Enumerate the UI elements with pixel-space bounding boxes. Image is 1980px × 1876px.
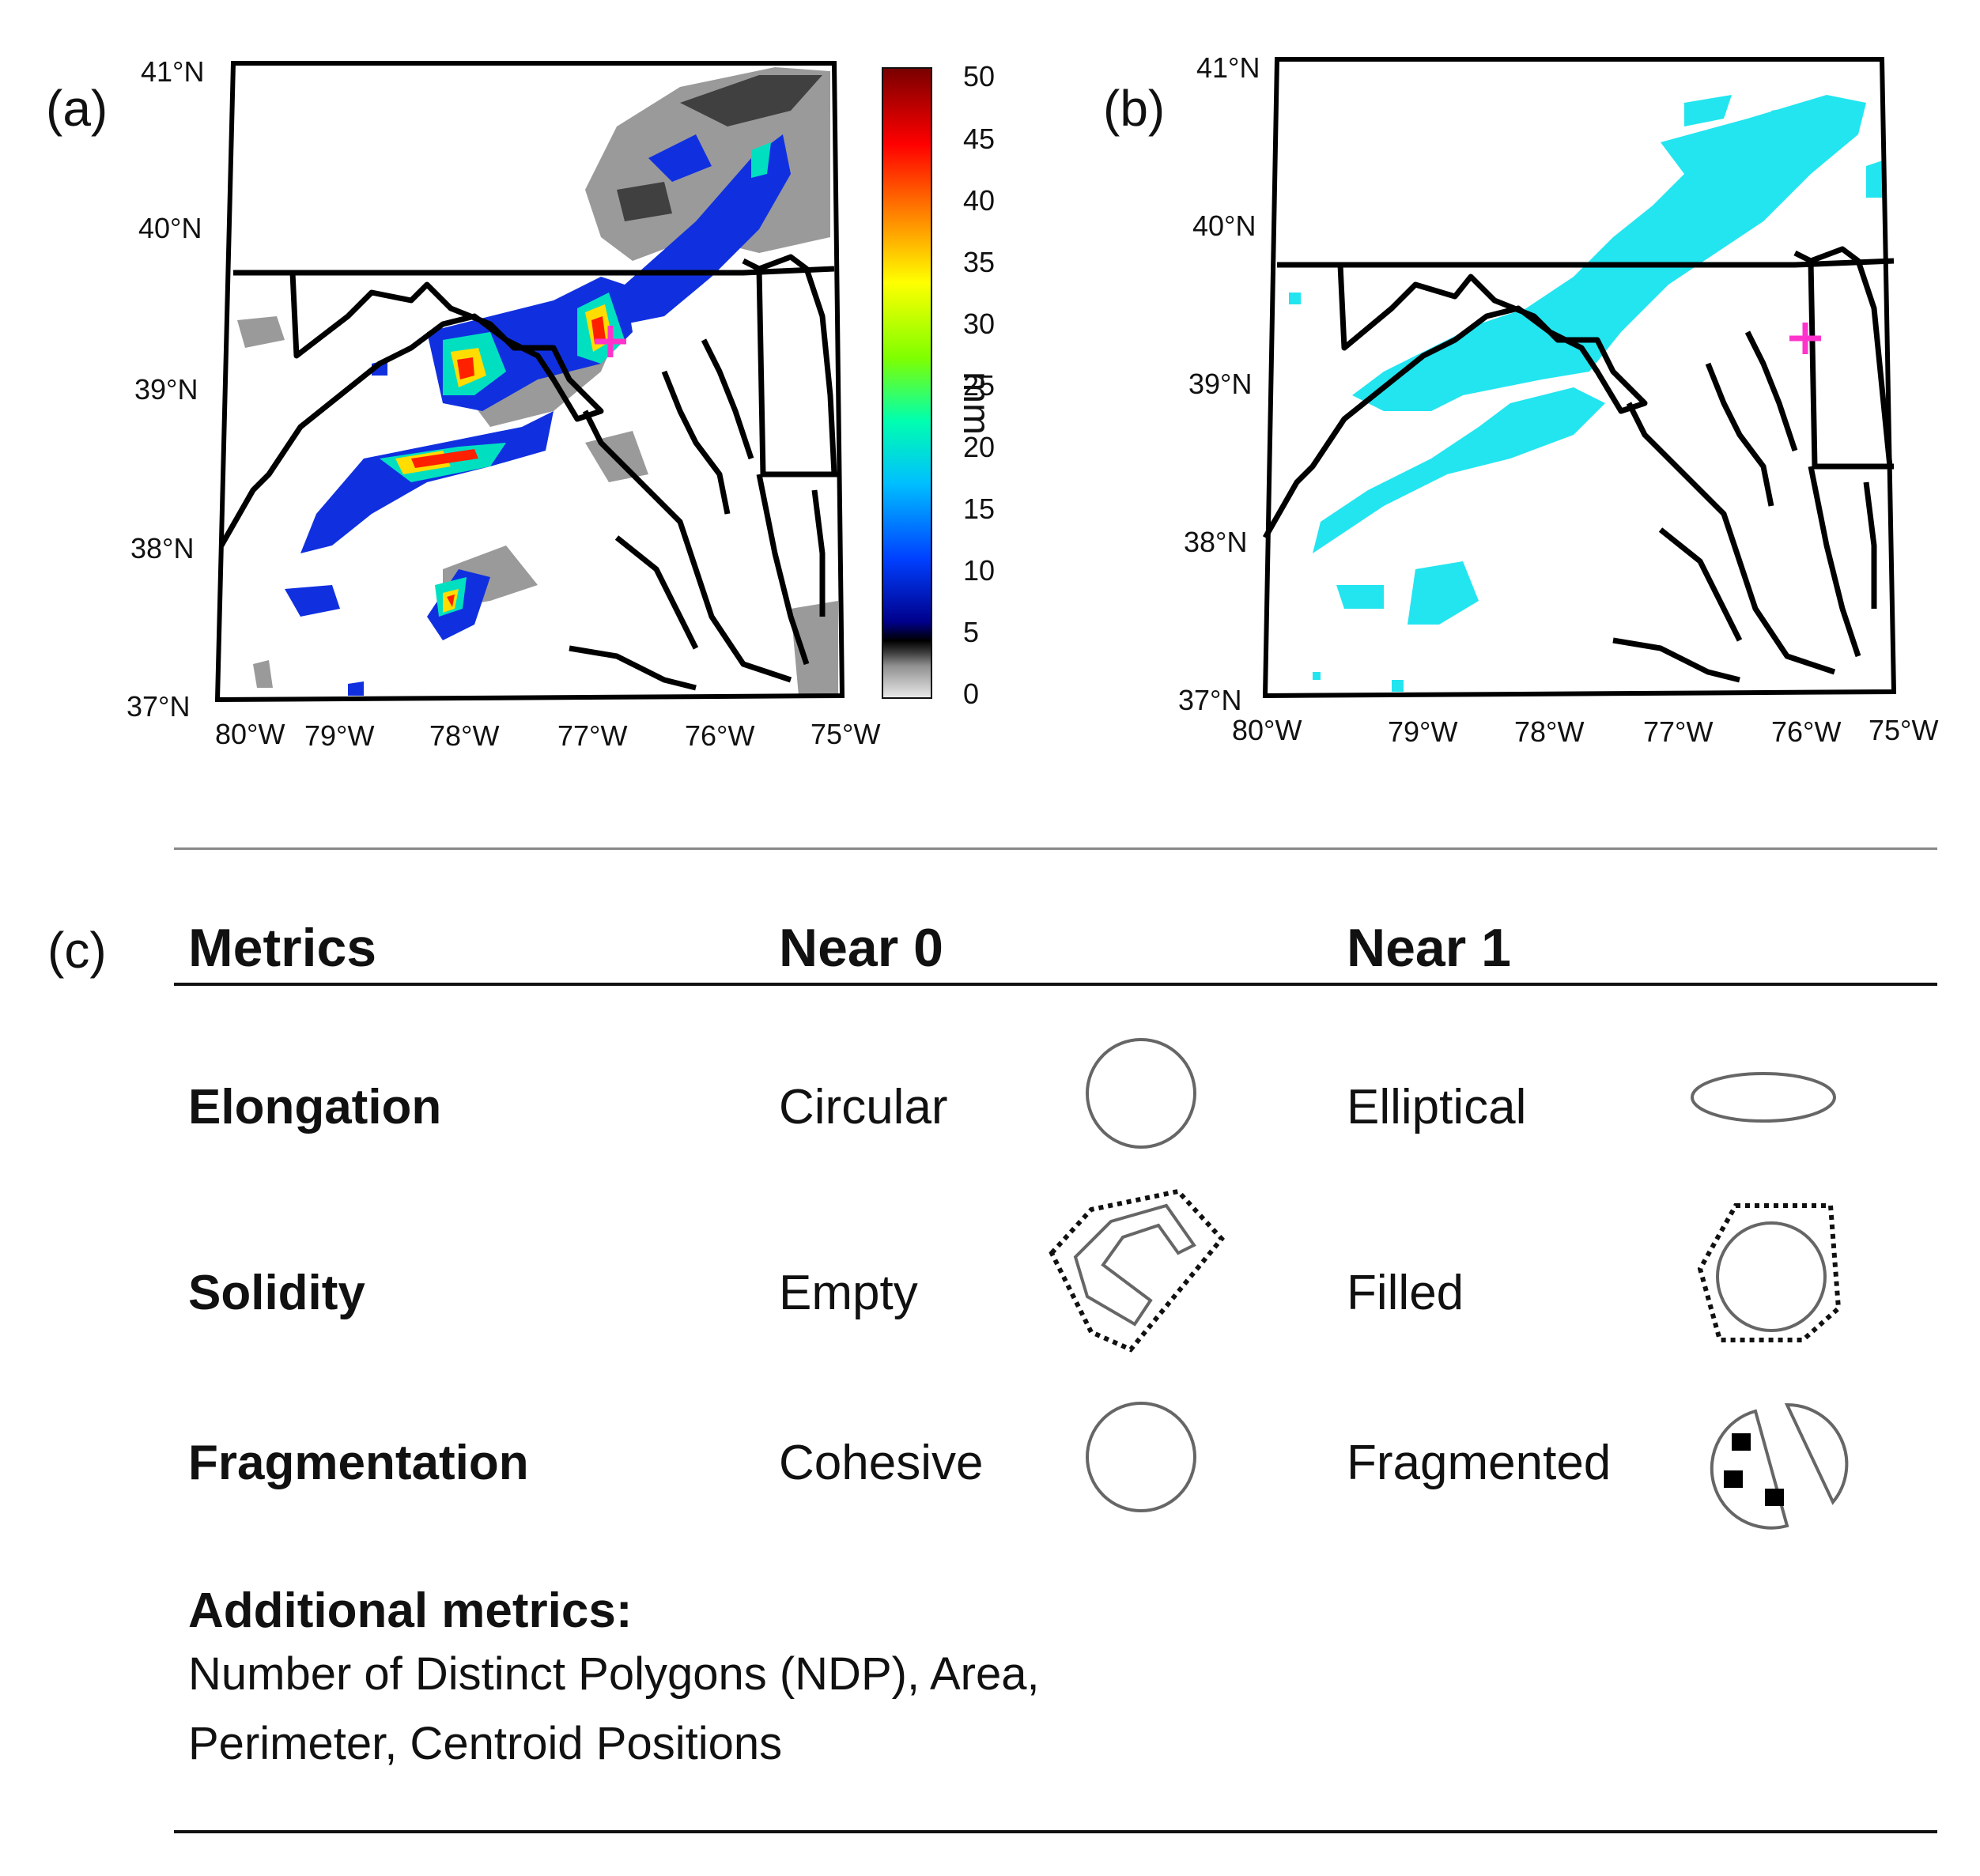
lon-tick: 80°W	[215, 718, 285, 750]
circle-icon	[1086, 1038, 1196, 1149]
additional-metrics-line: Number of Distinct Polygons (NDP), Area,	[188, 1648, 1040, 1700]
metric-name: Elongation	[188, 1080, 442, 1134]
colorbar	[882, 67, 932, 699]
metric-name: Solidity	[188, 1266, 365, 1320]
colorbar-tick: 10	[963, 554, 996, 587]
panel-a-label: (a)	[46, 80, 108, 137]
colorbar-tick: 15	[963, 493, 996, 525]
state-boundaries	[1262, 246, 1895, 683]
colorbar-tick: 30	[963, 308, 996, 340]
lon-tick: 76°W	[1771, 715, 1842, 748]
section-divider	[174, 847, 1937, 850]
lon-tick: 78°W	[429, 719, 500, 752]
colorbar-tick: 20	[963, 431, 996, 463]
colorbar-tick: 35	[963, 246, 996, 278]
filled-shape-convex-hull-icon	[1697, 1203, 1842, 1342]
target-cross-marker	[1789, 323, 1821, 354]
header-metrics: Metrics	[188, 918, 377, 978]
near-0-description: Circular	[779, 1080, 948, 1134]
panel-c-label: (c)	[47, 922, 107, 979]
panel-b-map	[1262, 57, 1897, 699]
panel-a-map	[214, 61, 845, 703]
lat-tick: 38°N	[1184, 526, 1248, 558]
lat-tick: 39°N	[134, 373, 198, 406]
panel-b-label: (b)	[1103, 80, 1166, 137]
lon-tick: 77°W	[557, 719, 628, 752]
lat-tick: 41°N	[1196, 51, 1260, 84]
additional-metrics-line: Perimeter, Centroid Positions	[188, 1718, 783, 1769]
colorbar-tick: 40	[963, 184, 996, 217]
header-near-1: Near 1	[1347, 918, 1511, 978]
map-frame	[214, 61, 845, 703]
header-near-0: Near 0	[779, 918, 943, 978]
lon-tick: 79°W	[1388, 715, 1458, 748]
precip-mask-shading	[1289, 95, 1890, 692]
near-1-description: Elliptical	[1347, 1080, 1527, 1134]
state-boundaries	[218, 254, 838, 691]
colorbar-tick: 50	[963, 60, 996, 92]
lon-tick: 77°W	[1643, 715, 1714, 748]
lat-tick: 41°N	[141, 55, 205, 88]
lon-tick: 78°W	[1514, 715, 1585, 748]
lat-tick: 37°N	[1178, 684, 1242, 716]
colorbar-tick: 5	[963, 616, 980, 648]
near-0-description: Empty	[779, 1266, 918, 1320]
colorbar-tick: 25	[963, 369, 996, 402]
lat-tick: 39°N	[1188, 368, 1253, 400]
map-frame	[1262, 57, 1897, 699]
target-cross-marker	[595, 326, 626, 357]
lat-tick: 40°N	[1192, 209, 1256, 242]
near-1-description: Filled	[1347, 1266, 1464, 1320]
additional-metrics-title: Additional metrics:	[188, 1583, 633, 1638]
circle-icon	[1086, 1402, 1196, 1512]
metric-name: Fragmentation	[188, 1436, 529, 1490]
lon-tick: 75°W	[811, 718, 881, 750]
fragmented-circle-icon	[1710, 1402, 1849, 1530]
lon-tick: 76°W	[685, 719, 755, 752]
table-bottom-rule	[174, 1830, 1937, 1833]
lon-tick: 79°W	[304, 719, 375, 752]
near-0-description: Cohesive	[779, 1436, 984, 1490]
lon-tick: 75°W	[1869, 714, 1939, 746]
lon-tick: 80°W	[1232, 714, 1302, 746]
lat-tick: 37°N	[127, 690, 191, 723]
ellipse-icon	[1691, 1072, 1836, 1123]
colorbar-tick: 0	[963, 678, 980, 710]
colorbar-tick: 45	[963, 123, 996, 155]
near-1-description: Fragmented	[1347, 1436, 1612, 1490]
table-header-rule	[174, 983, 1937, 986]
empty-shape-convex-hull-icon	[1049, 1188, 1225, 1353]
lat-tick: 38°N	[130, 532, 195, 564]
lat-tick: 40°N	[138, 212, 202, 244]
